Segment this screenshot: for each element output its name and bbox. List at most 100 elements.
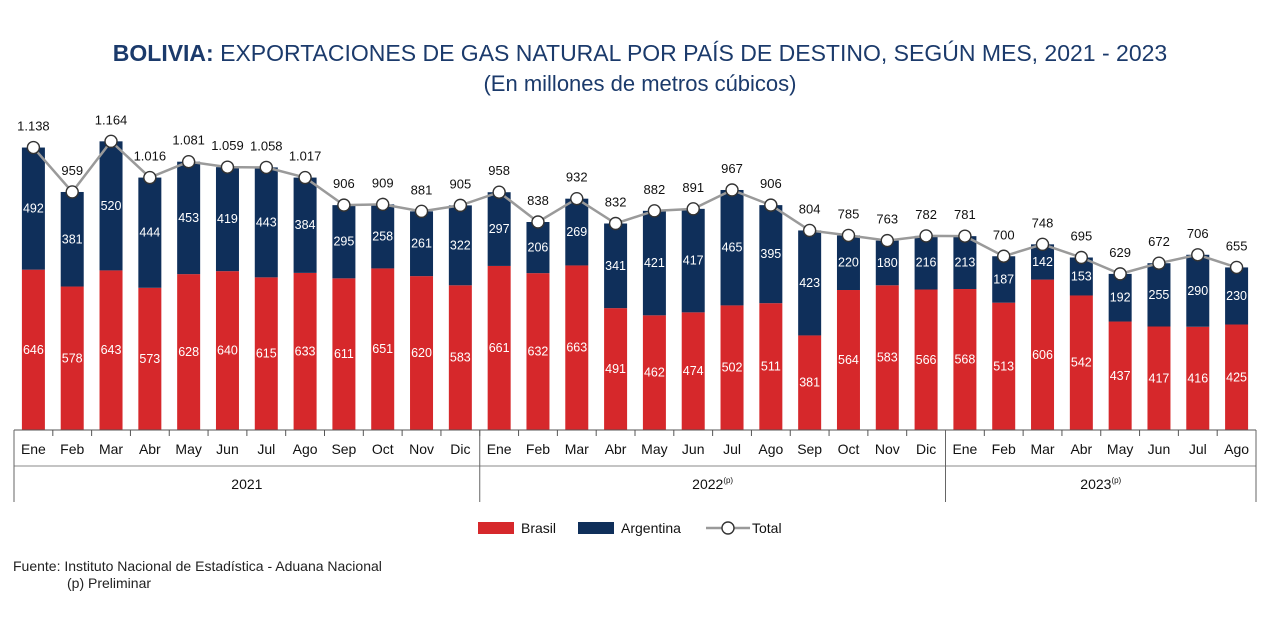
month-label: Jul bbox=[257, 441, 275, 457]
chart-subtitle: (En millones de metros cúbicos) bbox=[483, 71, 797, 96]
total-point bbox=[1113, 267, 1127, 281]
bar-brasil bbox=[604, 308, 628, 430]
total-point bbox=[531, 215, 545, 229]
bar-argentina bbox=[177, 161, 201, 275]
total-label: 706 bbox=[1187, 226, 1209, 241]
bar-brasil bbox=[177, 274, 201, 430]
value-label-argentina: 297 bbox=[489, 222, 510, 236]
legend-swatch-argentina bbox=[578, 522, 614, 534]
total-point bbox=[453, 198, 468, 213]
value-label-brasil: 513 bbox=[993, 359, 1014, 373]
month-label: Abr bbox=[1070, 441, 1092, 457]
month-label: Jun bbox=[1148, 441, 1171, 457]
value-label-argentina: 341 bbox=[605, 259, 626, 273]
bar-argentina bbox=[371, 204, 395, 269]
total-point bbox=[686, 202, 700, 216]
total-point bbox=[764, 198, 778, 212]
month-label: Jul bbox=[723, 441, 741, 457]
value-label-argentina: 153 bbox=[1071, 269, 1092, 283]
month-label: May bbox=[175, 441, 201, 457]
month-label: Ene bbox=[21, 441, 46, 457]
value-label-brasil: 578 bbox=[62, 351, 83, 365]
value-label-argentina: 443 bbox=[256, 215, 277, 229]
bar-brasil bbox=[293, 272, 317, 430]
value-label-argentina: 322 bbox=[450, 238, 471, 252]
value-label-brasil: 643 bbox=[101, 343, 122, 357]
total-label: 672 bbox=[1148, 234, 1170, 249]
bar-argentina bbox=[759, 205, 783, 304]
total-label: 905 bbox=[449, 176, 471, 191]
total-point bbox=[997, 249, 1011, 263]
bar-brasil bbox=[565, 265, 589, 430]
value-label-brasil: 566 bbox=[916, 353, 937, 367]
bar-brasil bbox=[836, 290, 860, 430]
total-label: 881 bbox=[411, 182, 433, 197]
value-label-brasil: 425 bbox=[1226, 370, 1247, 384]
bar-brasil bbox=[99, 270, 123, 430]
chart-title: BOLIVIA: EXPORTACIONES DE GAS NATURAL PO… bbox=[112, 40, 1168, 66]
total-point bbox=[65, 185, 79, 199]
bar-brasil bbox=[487, 265, 511, 430]
preliminary-mark: (p) bbox=[1111, 476, 1121, 485]
total-label: 804 bbox=[799, 201, 821, 216]
total-point bbox=[608, 216, 623, 231]
bar-brasil bbox=[21, 269, 45, 430]
bar-argentina bbox=[215, 167, 239, 272]
bar-argentina bbox=[526, 222, 550, 274]
value-label-argentina: 520 bbox=[101, 199, 122, 213]
total-label: 906 bbox=[760, 176, 782, 191]
legend-label-brasil: Brasil bbox=[521, 520, 556, 536]
month-label: May bbox=[641, 441, 667, 457]
bar-argentina bbox=[487, 192, 511, 266]
month-label: Ene bbox=[487, 441, 512, 457]
year-label: 2021 bbox=[231, 476, 262, 492]
bar-brasil bbox=[526, 273, 550, 430]
value-label-argentina: 381 bbox=[62, 232, 83, 246]
value-label-argentina: 465 bbox=[722, 241, 743, 255]
value-label-argentina: 492 bbox=[23, 202, 44, 216]
month-label: Jul bbox=[1189, 441, 1207, 457]
month-label: Ago bbox=[758, 441, 783, 457]
bar-argentina bbox=[254, 167, 278, 278]
total-point bbox=[1152, 256, 1166, 270]
bar-brasil bbox=[642, 315, 666, 430]
total-label: 1.017 bbox=[289, 149, 322, 164]
total-label: 1.081 bbox=[172, 133, 205, 148]
total-label: 958 bbox=[488, 163, 510, 178]
month-label: May bbox=[1107, 441, 1133, 457]
value-label-brasil: 573 bbox=[139, 352, 160, 366]
value-label-argentina: 269 bbox=[566, 225, 587, 239]
total-label: 785 bbox=[838, 206, 860, 221]
bar-argentina bbox=[1069, 257, 1093, 296]
value-label-argentina: 290 bbox=[1187, 284, 1208, 298]
total-label: 629 bbox=[1109, 245, 1131, 260]
bar-brasil bbox=[254, 277, 278, 430]
total-point bbox=[26, 140, 41, 155]
bar-argentina bbox=[99, 141, 123, 271]
total-point bbox=[919, 229, 933, 243]
value-label-argentina: 419 bbox=[217, 212, 238, 226]
bar-argentina bbox=[410, 211, 434, 277]
bar-argentina bbox=[953, 236, 977, 290]
value-label-brasil: 437 bbox=[1110, 369, 1131, 383]
total-label: 932 bbox=[566, 170, 588, 185]
month-label: Nov bbox=[409, 441, 434, 457]
total-point bbox=[337, 198, 351, 212]
value-label-argentina: 258 bbox=[372, 229, 393, 243]
value-label-brasil: 474 bbox=[683, 364, 704, 378]
value-label-brasil: 416 bbox=[1187, 371, 1208, 385]
bar-argentina bbox=[798, 230, 822, 336]
value-label-argentina: 417 bbox=[683, 254, 704, 268]
bar-argentina bbox=[1186, 254, 1210, 327]
value-label-brasil: 663 bbox=[566, 341, 587, 355]
month-label: Jun bbox=[216, 441, 239, 457]
value-label-brasil: 640 bbox=[217, 344, 238, 358]
total-label: 909 bbox=[372, 175, 394, 190]
total-label: 1.058 bbox=[250, 138, 283, 153]
legend-label-argentina: Argentina bbox=[621, 520, 681, 536]
value-label-brasil: 615 bbox=[256, 347, 277, 361]
total-point bbox=[880, 233, 894, 248]
value-label-brasil: 583 bbox=[450, 351, 471, 365]
total-label: 748 bbox=[1032, 215, 1054, 230]
